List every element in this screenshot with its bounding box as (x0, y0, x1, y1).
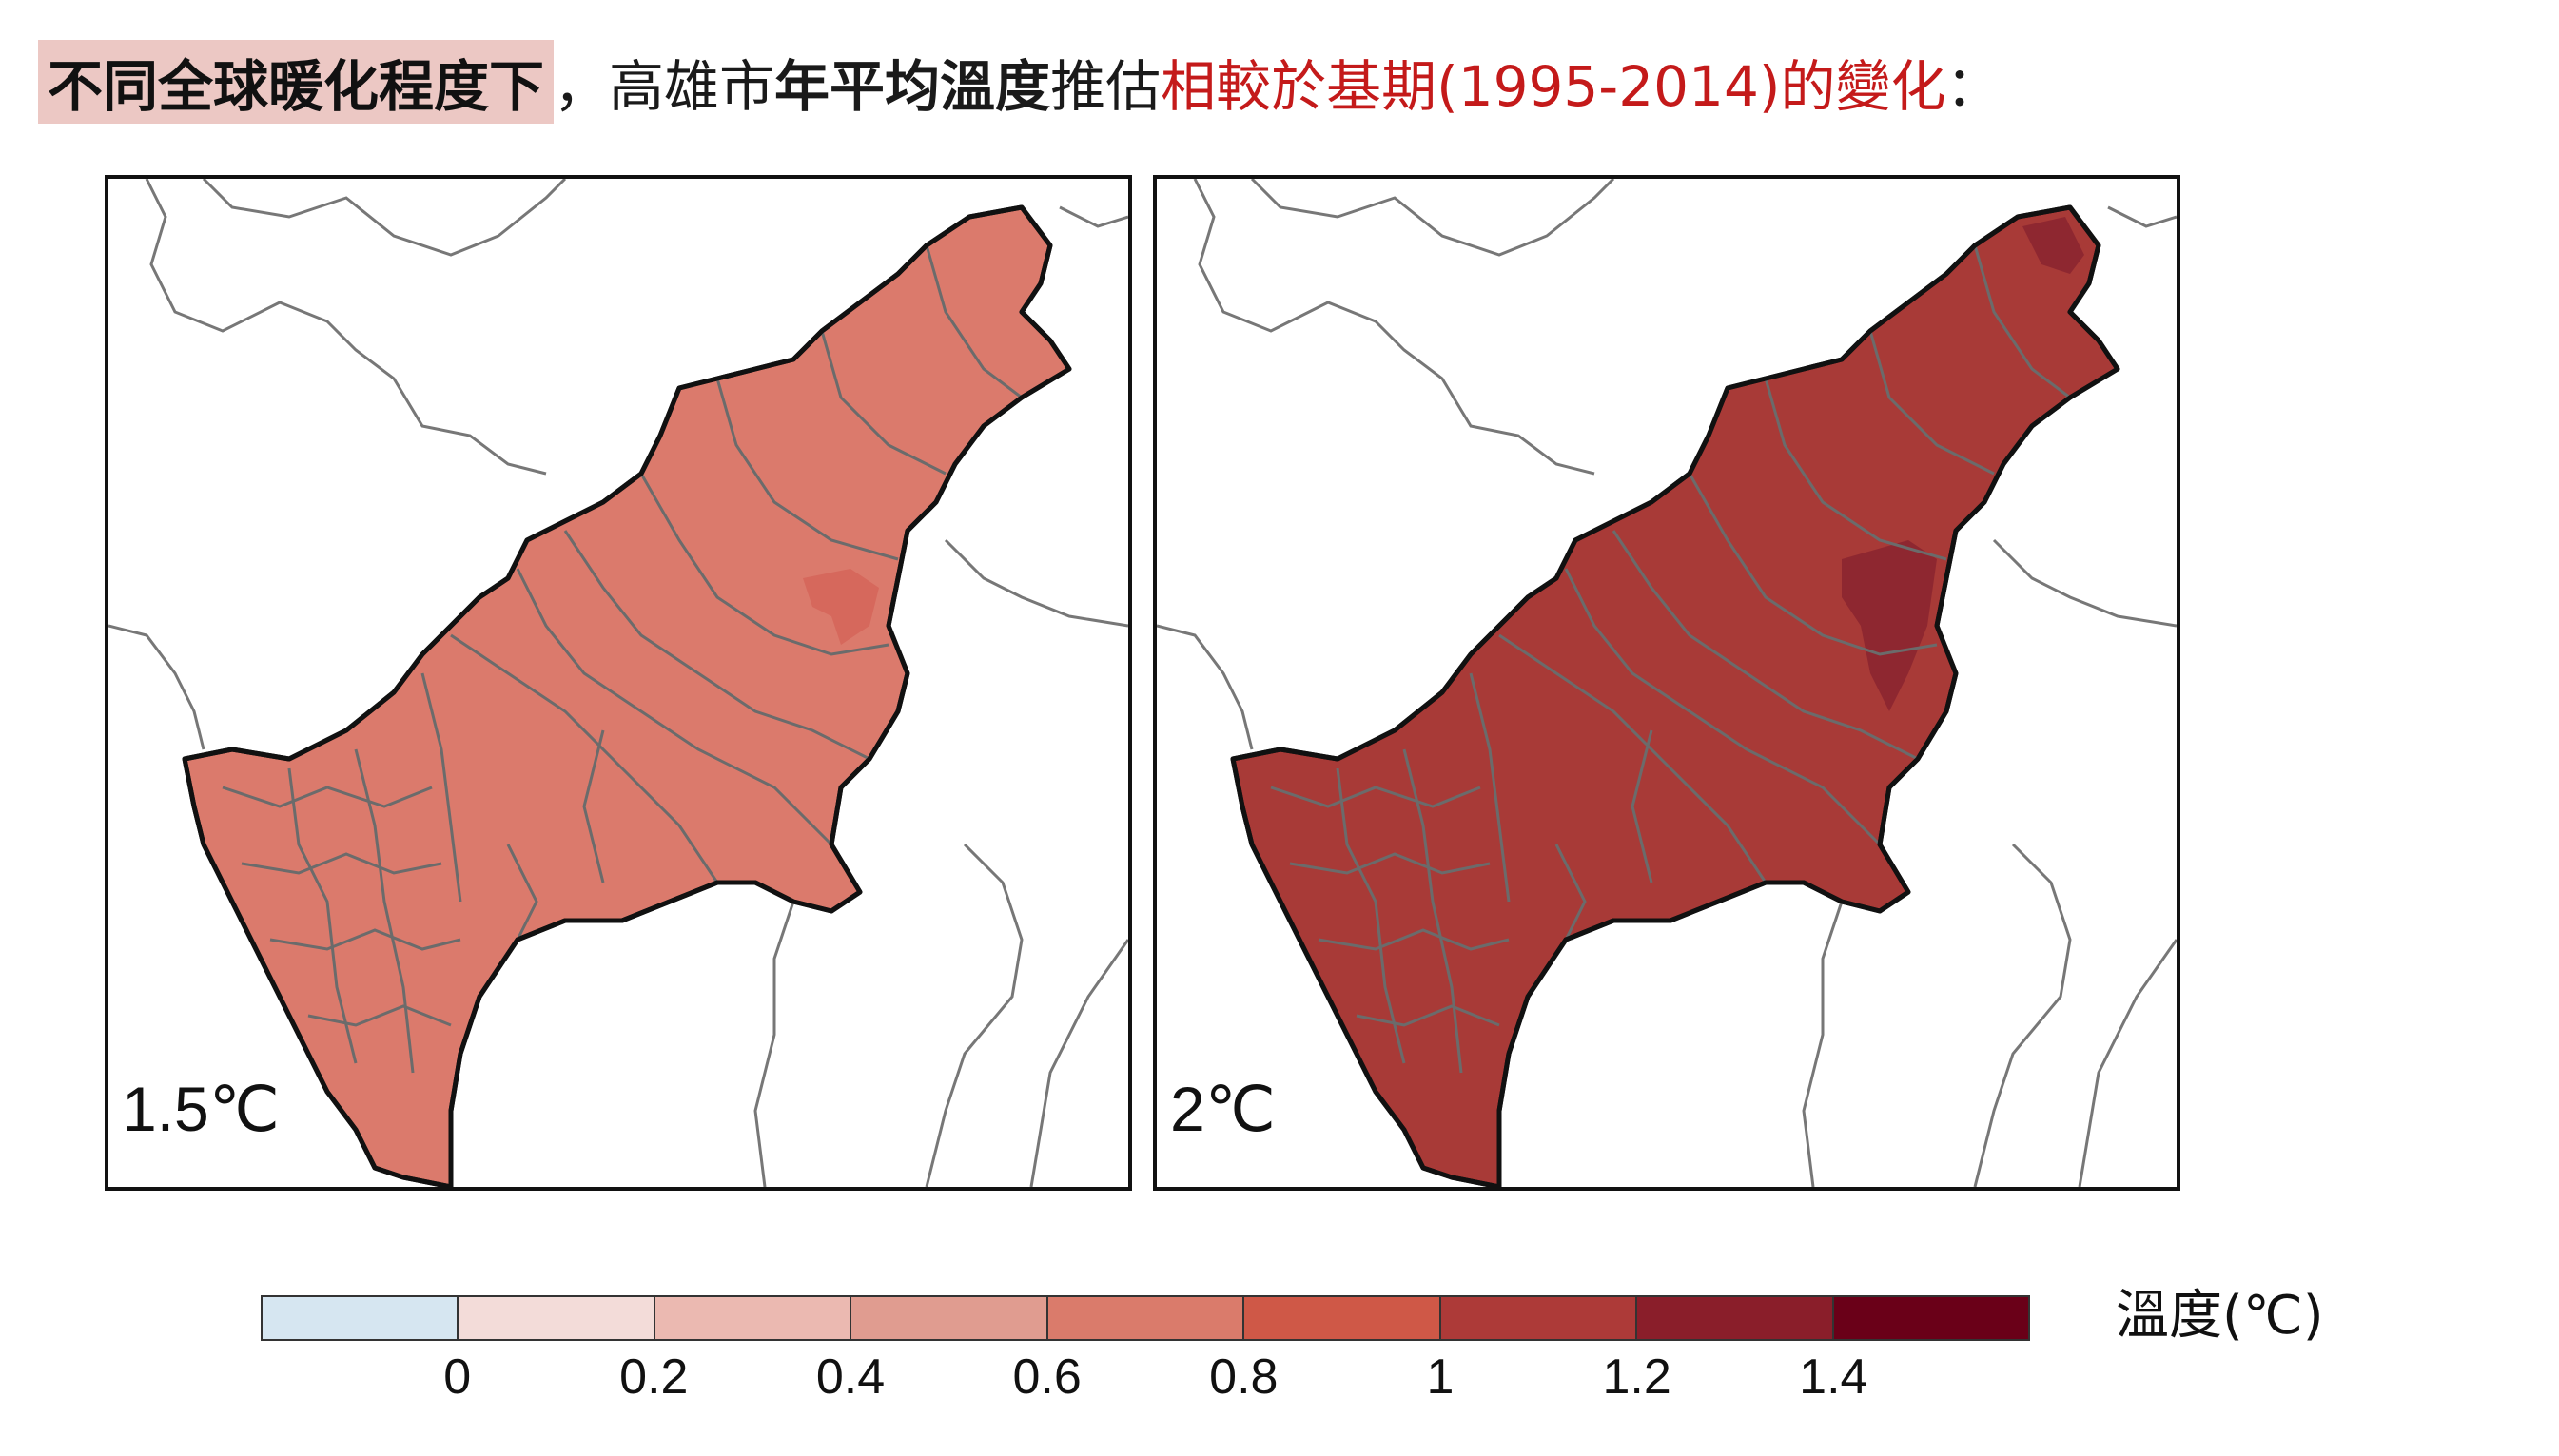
panel-label-1.5c: 1.5℃ (122, 1074, 280, 1144)
district-boundary (1868, 330, 1995, 476)
title-highlight: 不同全球暖化程度下 (38, 40, 555, 124)
district-boundary (1469, 672, 1511, 903)
color-scale-tick-label: 0 (443, 1349, 472, 1405)
district-boundary (1402, 748, 1463, 1074)
district-boundary (1270, 786, 1481, 808)
district-boundary (287, 767, 358, 1064)
neighbor-boundary (1059, 205, 1128, 228)
color-scale-tick-label: 1.2 (1602, 1349, 1671, 1405)
district-boundary (639, 473, 889, 656)
neighbor-coast (1157, 624, 1254, 750)
neighbor-boundary (202, 179, 567, 257)
neighbor-boundary (145, 179, 547, 476)
district-boundary (925, 244, 1023, 399)
district-boundary (450, 633, 719, 883)
color-scale-bar (261, 1295, 2030, 1341)
color-scale-tick-label: 1 (1426, 1349, 1455, 1405)
color-scale-tick-label: 1.4 (1799, 1349, 1868, 1405)
district-boundary (1289, 852, 1491, 875)
color-scale-tick-label: 0.2 (619, 1349, 689, 1405)
color-scale-tick-label: 0.6 (1012, 1349, 1082, 1405)
district-boundary (1356, 1004, 1500, 1027)
neighbor-boundary (2107, 205, 2177, 228)
color-scale-segment (1440, 1297, 1638, 1339)
color-scale-segment (851, 1297, 1048, 1339)
district-boundary (1318, 928, 1510, 951)
map-panel-1.5c: 1.5℃ (105, 175, 1132, 1191)
warming-hotspot (1842, 540, 1937, 711)
district-boundary (222, 786, 433, 808)
district-boundary (269, 928, 461, 951)
color-scale-segment (1244, 1297, 1441, 1339)
title-colon: ： (1945, 54, 2002, 119)
color-scale-tick-label: 0.8 (1209, 1349, 1279, 1405)
district-boundary (1336, 767, 1406, 1064)
district-boundary (1973, 244, 2071, 399)
district-boundary (241, 852, 442, 875)
neighbor-boundary (1250, 179, 1615, 257)
neighbor-boundary (1992, 538, 2177, 628)
map-title: 不同全球暖化程度下 ， 高雄市 年平均溫度 推估 相較於基期(1995-2014… (38, 34, 2002, 129)
panel-label-2c: 2℃ (1170, 1074, 1276, 1144)
color-scale-segment (1637, 1297, 1834, 1339)
kaohsiung-map-1.5c (108, 179, 1128, 1187)
district-boundary (516, 568, 833, 846)
neighbor-boundary (1193, 179, 1595, 476)
district-boundary (582, 729, 605, 883)
map-panel-2c: 2℃ (1153, 175, 2180, 1191)
warming-hotspot (803, 569, 879, 645)
title-estimate: 推估 (1050, 54, 1162, 119)
district-boundary (1554, 844, 1587, 941)
color-scale-title: 溫度(℃) (2116, 1285, 2324, 1347)
district-boundary (715, 378, 899, 561)
warming-hotspot (2022, 217, 2084, 274)
title-city: 高雄市 (609, 54, 775, 119)
title-baseline: 相較於基期(1995-2014)的變化 (1161, 54, 1946, 119)
neighbor-boundary (925, 843, 1024, 1187)
kaohsiung-region (182, 204, 1072, 1187)
district-boundary (1688, 473, 1938, 656)
district-boundary (1631, 729, 1653, 883)
title-variable: 年平均溫度 (774, 54, 1051, 119)
region-outline (1230, 204, 2120, 1187)
color-scale-segment (263, 1297, 459, 1339)
color-scale-segment (654, 1297, 852, 1339)
neighbor-coast (108, 624, 205, 750)
neighbor-boundary (753, 901, 795, 1187)
neighbor-boundary (1802, 901, 1844, 1187)
color-scale-segment (1833, 1297, 2028, 1339)
district-boundary (1498, 633, 1768, 883)
neighbor-boundary (2078, 939, 2177, 1187)
title-comma: ， (554, 54, 610, 119)
district-boundary (354, 748, 415, 1074)
neighbor-boundary (1973, 843, 2072, 1187)
region-outline (182, 204, 1072, 1187)
district-boundary (563, 530, 870, 761)
district-boundary (307, 1004, 452, 1027)
neighbor-boundary (1029, 939, 1128, 1187)
district-boundary (420, 672, 462, 903)
color-scale-tick-label: 0.4 (815, 1349, 886, 1405)
color-scale-segment (459, 1297, 655, 1339)
kaohsiung-region (1230, 204, 2120, 1187)
district-boundary (1564, 568, 1882, 846)
kaohsiung-map-2c (1157, 179, 2177, 1187)
district-boundary (506, 844, 538, 941)
neighbor-boundary (944, 538, 1128, 628)
district-boundary (820, 330, 947, 476)
color-scale-segment (1047, 1297, 1245, 1339)
district-boundary (1764, 378, 1947, 561)
district-boundary (1612, 530, 1919, 761)
color-scale-ticks: 0 0.2 0.4 0.6 0.8 1 1.2 1.4 (0, 1349, 2559, 1415)
